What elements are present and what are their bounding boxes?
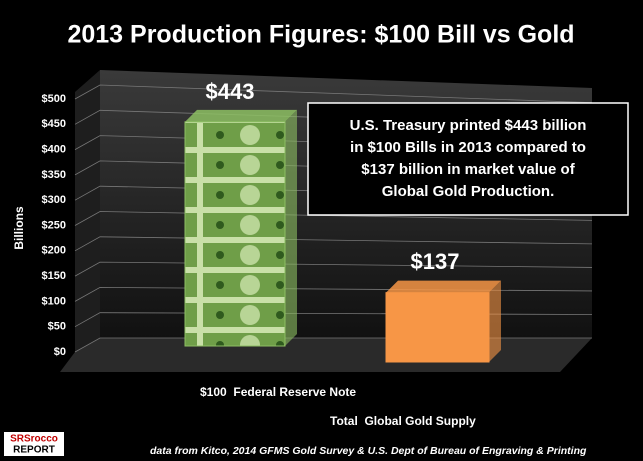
y-tick-label: $50 xyxy=(48,321,66,333)
y-tick-label: $250 xyxy=(42,219,66,231)
y-tick-label: $350 xyxy=(42,169,66,181)
value-label: $443 xyxy=(206,79,255,104)
plot: $0 $50 $100 $150 $200 $250 $300 $350 $400 $450 $50… xyxy=(42,79,593,428)
annotation-line: U.S. Treasury printed $443 billion xyxy=(350,117,587,134)
grid-line xyxy=(74,261,593,277)
y-tick-label: $0 xyxy=(54,346,66,358)
side-wall xyxy=(75,70,100,352)
y-tick-label: $450 xyxy=(42,118,66,130)
annotation-box xyxy=(307,102,629,216)
y-tick-label: $200 xyxy=(42,245,66,257)
annotation-line: $137 billion in market value of xyxy=(361,161,575,178)
y-tick-label: $300 xyxy=(42,194,66,206)
y-tick-label: $500 xyxy=(42,93,66,105)
bar xyxy=(184,121,286,347)
x-tick-label: $100 Federal Reserve Note xyxy=(200,385,356,399)
chart-title: 2013 Production Figures: $100 Bill vs Go… xyxy=(67,21,574,49)
x-tick-label: Total Global Gold Supply xyxy=(330,414,476,428)
bar-top xyxy=(386,280,501,293)
logo-box xyxy=(4,432,64,456)
floor xyxy=(60,338,592,372)
y-tick-label: $100 xyxy=(42,295,66,307)
y-tick-label: $150 xyxy=(42,270,66,282)
annotation-line: in $100 Bills in 2013 compared to xyxy=(350,139,586,156)
bar xyxy=(385,292,490,363)
grid-line xyxy=(74,211,593,226)
bar-side xyxy=(285,109,297,346)
y-axis-label: Billions xyxy=(12,206,26,250)
logo-text: SRSrocco xyxy=(10,434,58,445)
bar-top xyxy=(185,109,297,122)
annotation-line: Global Gold Production. xyxy=(382,183,555,200)
annotation: U.S. Treasury printed $443 billion in $10… xyxy=(350,117,587,200)
logo-text: REPORT xyxy=(13,445,55,456)
value-label: $137 xyxy=(411,249,460,274)
source: data from Kitco, 2014 GFMS Gold Survey &… xyxy=(150,445,587,457)
grid-line xyxy=(74,84,593,104)
grid-line xyxy=(74,236,593,252)
y-tick-label: $400 xyxy=(42,144,66,156)
bar-side xyxy=(489,280,501,362)
